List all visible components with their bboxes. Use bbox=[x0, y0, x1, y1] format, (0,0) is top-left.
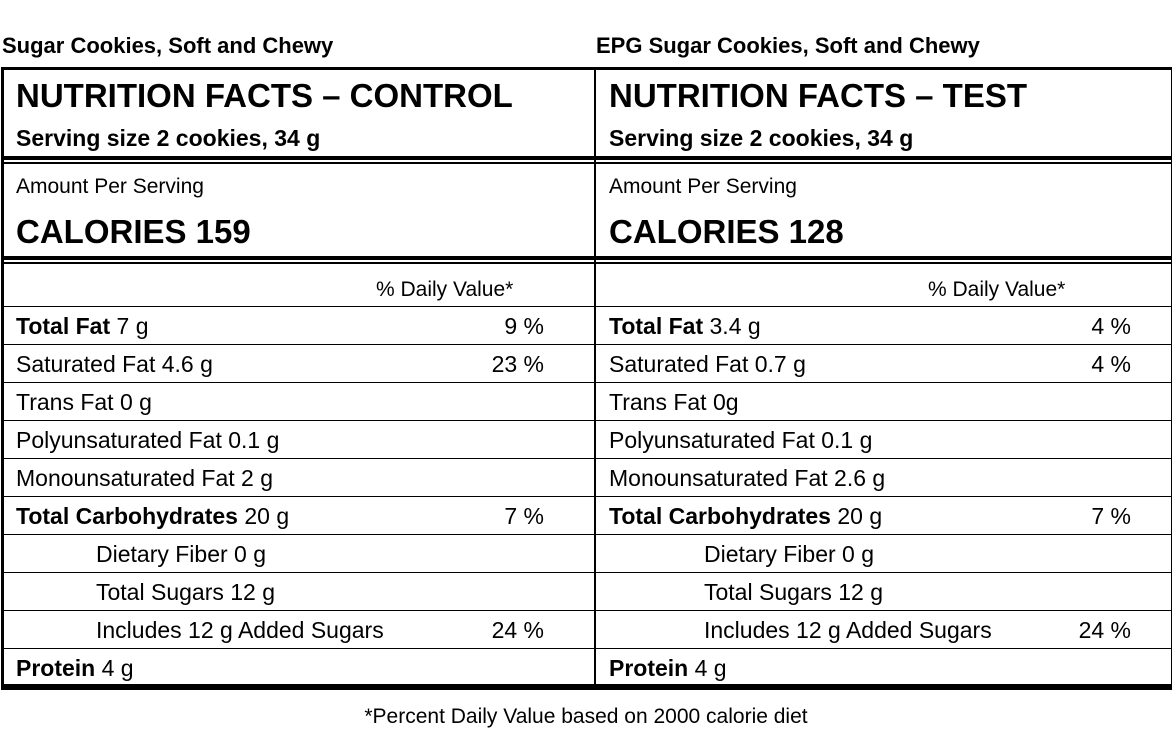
daily-value-percent: 9 % bbox=[504, 313, 544, 339]
row-rule bbox=[4, 534, 1171, 535]
product-name-control: Sugar Cookies, Soft and Chewy bbox=[2, 33, 334, 58]
rule-thin-1 bbox=[4, 162, 1171, 164]
nutrient-row-right: Trans Fat 0g bbox=[609, 388, 739, 416]
column-divider bbox=[594, 70, 596, 687]
nutrient-label: Protein bbox=[16, 655, 96, 681]
nutrient-row-left: Monounsaturated Fat 2 g bbox=[16, 464, 273, 492]
row-rule bbox=[4, 496, 1171, 497]
row-rule bbox=[4, 306, 1171, 307]
rule-thick-2 bbox=[4, 256, 1171, 260]
nutrient-label: Saturated Fat 4.6 g bbox=[16, 351, 213, 377]
nutrient-row-right: Total Sugars 12 g bbox=[704, 578, 883, 606]
nutrient-row-left: Saturated Fat 4.6 g bbox=[16, 350, 213, 378]
nutrient-label: Trans Fat 0 g bbox=[16, 389, 152, 415]
nutrient-label: Dietary Fiber 0 g bbox=[704, 541, 875, 567]
row-rule bbox=[4, 382, 1171, 383]
nutrient-amount: 7 g bbox=[110, 313, 149, 339]
daily-value-percent: 7 % bbox=[504, 503, 544, 529]
nutrient-label: Total Carbohydrates bbox=[609, 503, 831, 529]
calories-control: CALORIES 159 bbox=[16, 213, 251, 250]
footnote: *Percent Daily Value based on 2000 calor… bbox=[364, 705, 808, 728]
daily-value-percent: 4 % bbox=[1091, 351, 1131, 377]
rule-bottom-thick bbox=[4, 684, 1171, 687]
nutrient-label: Total Carbohydrates bbox=[16, 503, 238, 529]
serving-size-control: Serving size 2 cookies, 34 g bbox=[16, 125, 321, 151]
product-name-test: EPG Sugar Cookies, Soft and Chewy bbox=[596, 33, 980, 58]
row-rule bbox=[4, 420, 1171, 421]
rule-thin-2 bbox=[4, 262, 1171, 264]
rule-thick-1 bbox=[4, 156, 1171, 160]
nutrient-row-left: Total Fat 7 g bbox=[16, 312, 149, 340]
dv-header-test: % Daily Value* bbox=[928, 278, 1066, 301]
nutrient-row-left: Protein 4 g bbox=[16, 654, 134, 682]
nutrient-amount: 4 g bbox=[95, 655, 134, 681]
amount-label-test: Amount Per Serving bbox=[609, 175, 797, 198]
nutrient-row-right: Monounsaturated Fat 2.6 g bbox=[609, 464, 885, 492]
nutrient-label: Total Sugars 12 g bbox=[704, 579, 884, 605]
nutrient-label: Dietary Fiber 0 g bbox=[96, 541, 267, 567]
nutrient-row-right: Dietary Fiber 0 g bbox=[704, 540, 874, 568]
nutrient-label: Polyunsaturated Fat 0.1 g bbox=[609, 427, 873, 453]
nutrient-row-right: Total Fat 3.4 g bbox=[609, 312, 761, 340]
nutrient-row-right: Saturated Fat 0.7 g bbox=[609, 350, 806, 378]
row-rule bbox=[4, 458, 1171, 459]
nutrient-amount: 20 g bbox=[830, 503, 883, 529]
serving-size-test: Serving size 2 cookies, 34 g bbox=[609, 125, 914, 151]
nutrient-amount: 4 g bbox=[688, 655, 727, 681]
nutrient-row-left: Polyunsaturated Fat 0.1 g bbox=[16, 426, 279, 454]
title-test: NUTRITION FACTS – TEST bbox=[609, 77, 1028, 114]
amount-label-control: Amount Per Serving bbox=[16, 175, 204, 198]
row-rule bbox=[4, 572, 1171, 573]
nutrient-row-right: Protein 4 g bbox=[609, 654, 727, 682]
nutrient-label: Total Fat bbox=[609, 313, 704, 339]
row-rule bbox=[4, 344, 1171, 345]
nutrient-label: Includes 12 g Added Sugars bbox=[96, 617, 384, 643]
nutrient-label: Monounsaturated Fat 2 g bbox=[16, 465, 273, 491]
nutrient-amount: 20 g bbox=[237, 503, 290, 529]
nutrient-label: Saturated Fat 0.7 g bbox=[609, 351, 806, 377]
daily-value-percent: 24 % bbox=[1078, 617, 1131, 643]
calories-test: CALORIES 128 bbox=[609, 213, 844, 250]
row-rule bbox=[4, 610, 1171, 611]
nutrient-row-left: Total Carbohydrates 20 g bbox=[16, 502, 289, 530]
daily-value-percent: 4 % bbox=[1091, 313, 1131, 339]
nutrient-row-right: Includes 12 g Added Sugars bbox=[704, 616, 992, 644]
nutrient-label: Protein bbox=[609, 655, 689, 681]
dv-header-control: % Daily Value* bbox=[376, 278, 514, 301]
nutrient-row-left: Includes 12 g Added Sugars bbox=[96, 616, 384, 644]
nutrient-row-right: Total Carbohydrates 20 g bbox=[609, 502, 882, 530]
nutrient-label: Polyunsaturated Fat 0.1 g bbox=[16, 427, 280, 453]
daily-value-percent: 24 % bbox=[491, 617, 544, 643]
nutrient-row-left: Trans Fat 0 g bbox=[16, 388, 152, 416]
nutrient-label: Monounsaturated Fat 2.6 g bbox=[609, 465, 886, 491]
nutrient-label: Trans Fat 0g bbox=[609, 389, 739, 415]
nutrient-label: Includes 12 g Added Sugars bbox=[704, 617, 992, 643]
nutrient-amount: 3.4 g bbox=[703, 313, 761, 339]
nutrient-label: Total Sugars 12 g bbox=[96, 579, 276, 605]
title-control: NUTRITION FACTS – CONTROL bbox=[16, 77, 513, 114]
nutrient-row-left: Dietary Fiber 0 g bbox=[96, 540, 266, 568]
nutrition-facts-table: NUTRITION FACTS – CONTROL Serving size 2… bbox=[1, 67, 1172, 690]
daily-value-percent: 7 % bbox=[1091, 503, 1131, 529]
nutrient-row-left: Total Sugars 12 g bbox=[96, 578, 275, 606]
nutrient-row-right: Polyunsaturated Fat 0.1 g bbox=[609, 426, 872, 454]
nutrient-label: Total Fat bbox=[16, 313, 111, 339]
row-rule bbox=[4, 648, 1171, 649]
daily-value-percent: 23 % bbox=[491, 351, 544, 377]
